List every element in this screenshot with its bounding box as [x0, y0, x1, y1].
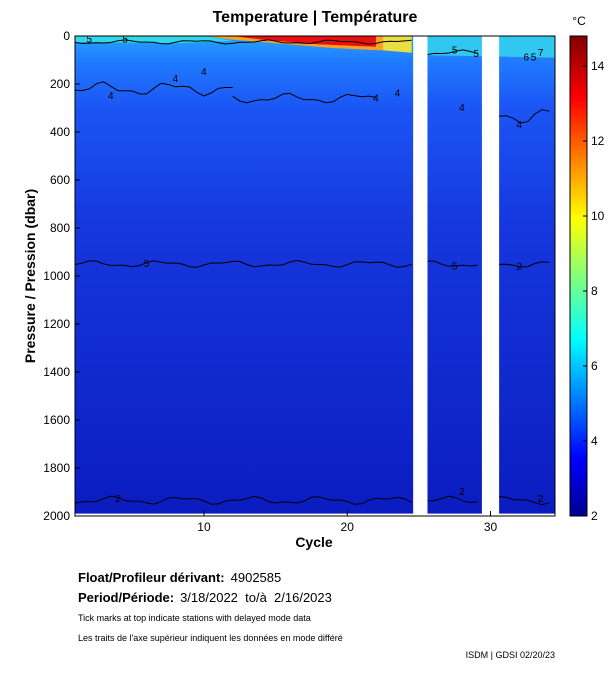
contour-5c-surface	[74, 39, 412, 45]
float-id-row: Float/Profileur dérivant: 4902585	[78, 570, 281, 585]
temperature-field	[75, 36, 555, 516]
missing-data-gap	[481, 36, 500, 516]
field-body	[75, 36, 555, 514]
period-value: 3/18/2022 to/à 2/16/2023	[180, 590, 332, 605]
y-tick-label: 600	[50, 173, 70, 187]
x-tick-label: 10	[197, 520, 211, 534]
bottom-no-data	[75, 514, 555, 516]
period-row: Period/Période: 3/18/2022 to/à 2/16/2023	[78, 590, 332, 605]
x-tick-label: 30	[484, 520, 498, 534]
y-tick-label: 1800	[43, 461, 70, 475]
contour-5c-surface	[427, 49, 478, 55]
x-tick-label: 20	[341, 520, 355, 534]
y-tick-label: 200	[50, 77, 70, 91]
y-tick-label: 1400	[43, 365, 70, 379]
note-french: Les traits de l'axe supérieur indiquent …	[78, 633, 343, 643]
colorbar-unit: °C	[572, 14, 586, 28]
y-tick-label: 2000	[43, 509, 70, 523]
contour-label: 4	[173, 74, 179, 85]
contour-label: 6	[524, 53, 530, 64]
colorbar-tick-label: 2	[591, 509, 598, 523]
chart-title: Temperature | Température	[213, 9, 418, 26]
missing-data-gap	[413, 36, 428, 516]
contour-4c-upper	[499, 109, 550, 124]
x-axis-label: Cycle	[295, 534, 333, 550]
colorbar-tick-label: 6	[591, 359, 598, 373]
contour-label: 4	[201, 67, 207, 78]
contour-label: 5	[473, 49, 479, 60]
contour-label: 2	[115, 494, 121, 505]
contour-label: 7	[538, 48, 544, 59]
colorbar-ticks: 2 4 6 8 10 12 14	[583, 59, 605, 523]
x-axis: 10 20 30	[197, 511, 498, 534]
contour-5c-deep	[74, 259, 412, 268]
contour-label: 5	[144, 259, 150, 270]
contour-label: 2	[516, 261, 522, 272]
contour-2c	[499, 496, 550, 506]
hot-core	[232, 36, 376, 47]
y-tick-label: 400	[50, 125, 70, 139]
colorbar-tick-label: 4	[591, 434, 598, 448]
contour-lines	[74, 39, 550, 506]
float-label: Float/Profileur dérivant:	[78, 570, 225, 585]
colorbar-tick-label: 12	[591, 134, 605, 148]
contour-label: 5	[452, 45, 458, 56]
contour-label: 5	[122, 35, 128, 46]
contour-5c-deep	[499, 261, 550, 268]
contour-5c-deep	[427, 260, 478, 267]
colorbar	[569, 35, 588, 517]
contour-2c	[74, 495, 412, 505]
colorbar-tick-label: 10	[591, 209, 605, 223]
contour-label: 2	[538, 494, 544, 505]
contour-label: 4	[459, 103, 465, 114]
y-axis: 0 200 400 600 800 1000 1200 1400 1600 1800 2000	[43, 29, 80, 523]
period-label: Period/Période:	[78, 590, 175, 605]
y-tick-label: 1600	[43, 413, 70, 427]
contour-label: 4	[516, 120, 522, 131]
contour-4c-upper	[232, 92, 376, 104]
y-tick-label: 800	[50, 221, 70, 235]
contour-label: 5	[452, 261, 458, 272]
contour-label: 4	[108, 91, 114, 102]
y-tick-label: 1000	[43, 269, 70, 283]
contour-label: 5	[531, 53, 537, 64]
contour-label: 2	[459, 487, 465, 498]
yellow-patch	[383, 36, 412, 53]
note-english: Tick marks at top indicate stations with…	[78, 613, 311, 623]
contour-label: 5	[87, 35, 93, 46]
contour-label: 4	[395, 89, 401, 100]
colorbar-tick-label: 8	[591, 284, 598, 298]
y-tick-label: 0	[63, 29, 70, 43]
contour-2c	[427, 495, 478, 503]
contour-4c-upper	[74, 81, 233, 97]
y-tick-label: 1200	[43, 317, 70, 331]
credit-line: ISDM | GDSI 02/20/23	[465, 650, 555, 660]
y-axis-label: Pressure / Pression (dbar)	[22, 189, 38, 363]
colorbar-tick-label: 14	[591, 59, 605, 73]
contour-label: 4	[373, 93, 379, 104]
float-value: 4902585	[230, 570, 282, 585]
